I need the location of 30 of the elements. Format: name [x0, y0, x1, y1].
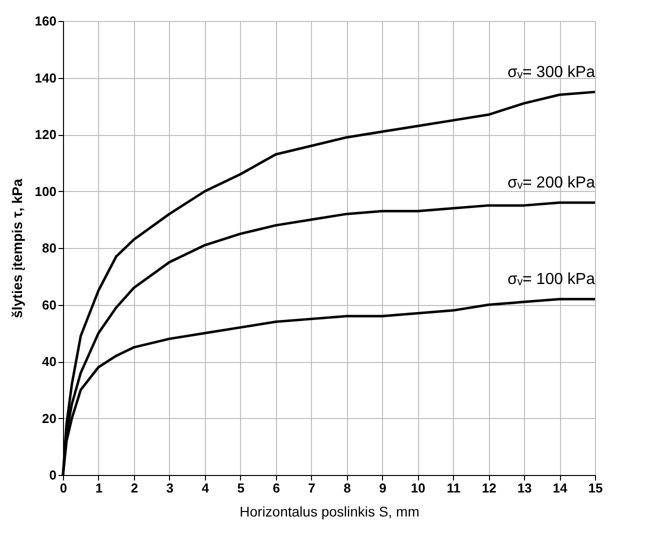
x-tick-label: 1 — [95, 480, 103, 496]
y-tick-label: 0 — [49, 468, 56, 482]
x-tick-label: 11 — [446, 480, 461, 496]
x-tick-label: 3 — [166, 480, 174, 496]
series-label: σᵥ= 300 kPa — [507, 64, 596, 81]
x-tick-label: 8 — [344, 480, 351, 496]
x-tick-label: 10 — [410, 480, 426, 496]
y-axis-title: šlyties įtempis τ, kPa — [8, 178, 25, 318]
x-tick-label: 0 — [60, 480, 68, 496]
x-tick-label: 12 — [482, 480, 496, 496]
y-tick-label: 160 — [34, 14, 56, 28]
x-axis-title: Horizontalus poslinkis S, mm — [240, 504, 420, 520]
x-tick-label: 2 — [130, 480, 138, 496]
x-tick-label: 14 — [552, 480, 568, 496]
y-tick-label: 120 — [34, 127, 56, 142]
x-tick-label: 15 — [588, 480, 603, 496]
series-label: σᵥ= 100 kPa — [507, 271, 596, 288]
x-tick-label: 7 — [308, 480, 316, 496]
x-tick-label: 6 — [272, 480, 280, 496]
series-label: σᵥ= 200 kPa — [507, 174, 596, 192]
y-tick-label: 80 — [42, 240, 56, 256]
y-tick-label: 40 — [42, 354, 56, 369]
x-tick-label: 9 — [379, 480, 386, 496]
y-tick-label: 140 — [34, 70, 56, 86]
y-tick-label: 100 — [34, 184, 56, 199]
x-tick-label: 5 — [237, 480, 244, 496]
x-tick-label: 13 — [517, 480, 532, 496]
x-tick-label: 4 — [202, 480, 210, 496]
y-tick-label: 20 — [42, 410, 56, 426]
y-tick-label: 60 — [42, 297, 56, 312]
